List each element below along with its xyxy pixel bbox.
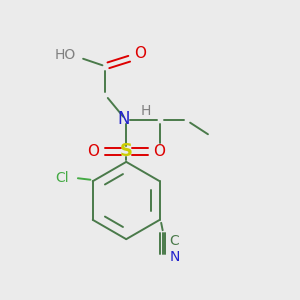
- Text: H: H: [140, 104, 151, 118]
- Text: S: S: [120, 142, 133, 160]
- Text: O: O: [88, 144, 100, 159]
- Text: Cl: Cl: [56, 171, 69, 185]
- Text: N: N: [118, 110, 130, 128]
- Text: N: N: [169, 250, 180, 264]
- Text: HO: HO: [54, 48, 76, 62]
- Text: O: O: [153, 144, 165, 159]
- Text: C: C: [169, 234, 179, 248]
- Text: O: O: [134, 46, 146, 62]
